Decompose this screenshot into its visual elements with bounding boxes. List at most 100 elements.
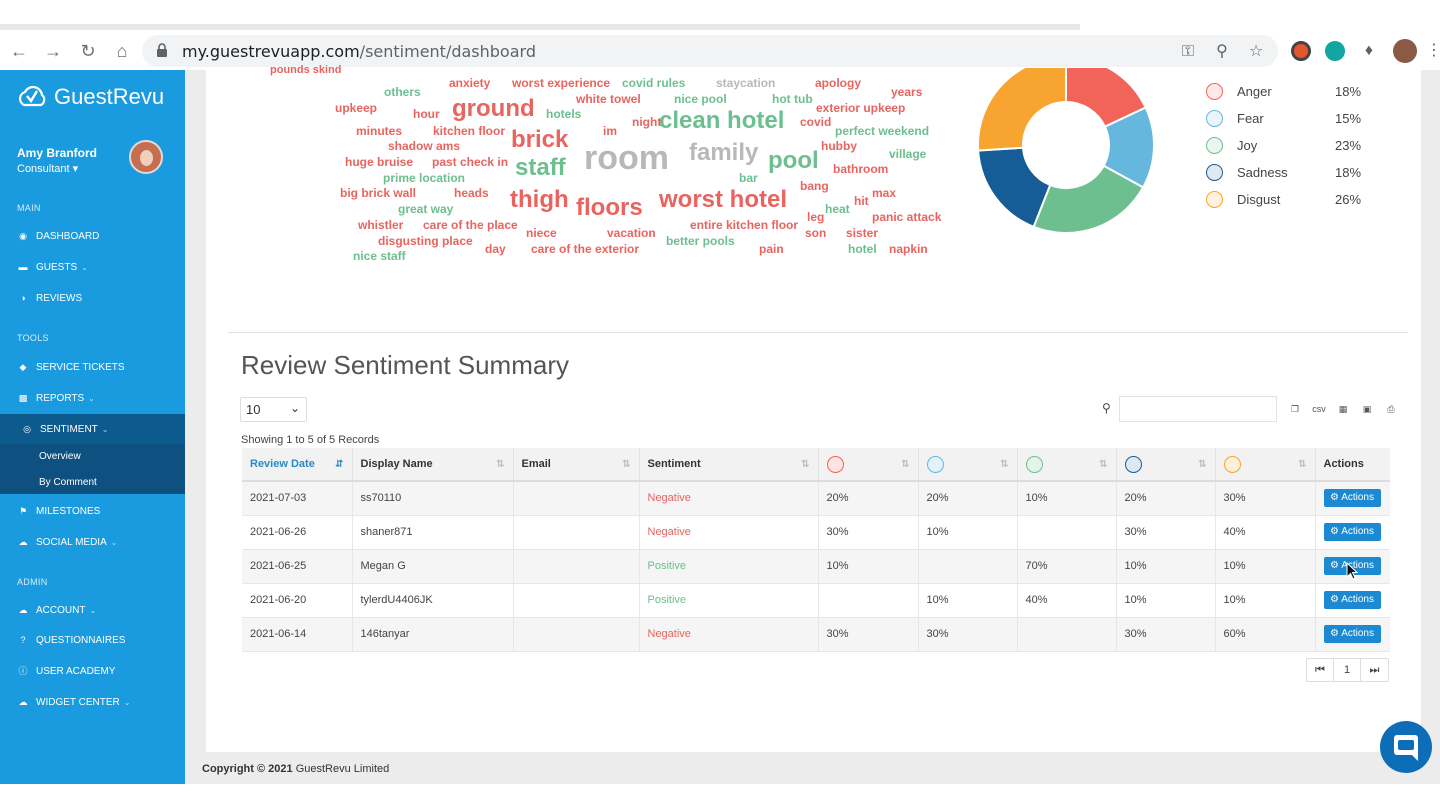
forward-arrow-icon[interactable]: → — [44, 41, 62, 61]
star-icon[interactable]: ☆ — [1248, 43, 1264, 60]
word-cloud-term[interactable]: staycation — [716, 76, 776, 90]
column-joy[interactable]: ⇅ — [1017, 448, 1117, 482]
word-cloud-term[interactable]: disgusting place — [378, 234, 473, 248]
sidebar-subitem-by-comment[interactable]: By Comment — [39, 477, 97, 488]
user-block[interactable]: Amy Branford Consultant ▾ — [17, 146, 97, 175]
sidebar-item-guests[interactable]: ▬ GUESTS ⌄ — [18, 261, 88, 273]
donut-slice-disgust[interactable] — [977, 68, 1067, 152]
word-cloud-term[interactable]: bang — [800, 179, 829, 193]
word-cloud-term[interactable]: family — [689, 139, 759, 166]
word-cloud-term[interactable]: staff — [515, 154, 566, 181]
brand-logo[interactable]: GuestRevu — [16, 80, 164, 114]
sidebar-item-milestones[interactable]: ⚑ MILESTONES — [18, 505, 101, 517]
reload-icon[interactable]: ↻ — [80, 41, 96, 61]
sidebar-item-service-tickets[interactable]: ◆ SERVICE TICKETS — [19, 361, 125, 373]
chat-widget-button[interactable] — [1380, 721, 1432, 773]
word-cloud-term[interactable]: leg — [807, 210, 825, 224]
excel-icon[interactable]: ▦ — [1338, 404, 1348, 414]
word-cloud-term[interactable]: nice pool — [674, 92, 727, 106]
word-cloud-term[interactable]: apology — [815, 76, 862, 90]
sidebar-item-account[interactable]: ☁ ACCOUNT ⌄ — [18, 604, 97, 616]
next-page-icon[interactable]: ⏭ — [1369, 664, 1380, 676]
actions-button[interactable]: ⚙ Actions — [1323, 523, 1381, 541]
avatar[interactable] — [129, 140, 163, 174]
word-cloud-term[interactable]: hour — [413, 107, 440, 121]
word-cloud-term[interactable]: better pools — [666, 234, 735, 248]
page-number-button[interactable]: 1 — [1334, 659, 1361, 681]
word-cloud-term[interactable]: kitchen floor — [433, 124, 506, 138]
donut-slice-joy[interactable] — [1032, 164, 1145, 233]
word-cloud-term[interactable]: minutes — [356, 124, 403, 138]
back-arrow-icon[interactable]: ← — [10, 41, 28, 61]
word-cloud-term[interactable]: vacation — [607, 226, 656, 240]
previous-page-icon[interactable]: ⏮ — [1307, 659, 1334, 681]
word-cloud-term[interactable]: past check in — [432, 155, 509, 169]
sidebar-subitem-overview[interactable]: Overview — [39, 451, 81, 462]
word-cloud-term[interactable]: heat — [825, 202, 850, 216]
word-cloud-term[interactable]: village — [889, 147, 927, 161]
word-cloud-term[interactable]: pounds skind — [270, 64, 342, 76]
word-cloud-term[interactable]: hotels — [546, 107, 582, 121]
puzzle-icon[interactable]: ♦ — [1364, 42, 1374, 59]
column-fear[interactable]: ⇅ — [918, 448, 1018, 482]
sidebar-item-reviews[interactable]: ◑ REVIEWS — [0, 285, 185, 311]
csv-button[interactable]: csv — [1312, 404, 1326, 414]
word-cloud-term[interactable]: son — [805, 226, 827, 240]
copy-icon[interactable]: ❐ — [1290, 404, 1300, 414]
word-cloud-term[interactable]: thigh — [510, 186, 569, 213]
column-disgust[interactable]: ⇅ — [1215, 448, 1316, 482]
word-cloud-term[interactable]: entire kitchen floor — [690, 218, 799, 232]
word-cloud-term[interactable]: sister — [846, 226, 879, 240]
word-cloud-term[interactable]: im — [603, 124, 618, 138]
sidebar-item-social-media[interactable]: ☁ SOCIAL MEDIA ⌄ — [18, 536, 118, 548]
word-cloud-term[interactable]: great way — [398, 202, 454, 216]
word-cloud-term[interactable]: shadow ams — [388, 139, 461, 153]
user-role[interactable]: Consultant ▾ — [17, 163, 79, 175]
column-email[interactable]: Email ⇅ — [513, 448, 640, 482]
menu-dots-icon[interactable]: ⋮ — [1426, 42, 1440, 59]
extension-icon[interactable] — [1325, 41, 1345, 61]
extension-icon[interactable] — [1291, 41, 1311, 61]
word-cloud-term[interactable]: hot tub — [772, 92, 813, 106]
word-cloud-term[interactable]: night — [632, 115, 662, 129]
word-cloud-term[interactable]: heads — [454, 186, 489, 200]
word-cloud-term[interactable]: anxiety — [449, 76, 491, 90]
column-sadness[interactable]: ⇅ — [1116, 448, 1216, 482]
key-icon[interactable]: ⚿ — [1181, 43, 1195, 60]
word-cloud-term[interactable]: nice staff — [353, 249, 406, 263]
word-cloud-term[interactable]: room — [584, 139, 669, 177]
word-cloud-term[interactable]: perfect weekend — [835, 124, 930, 138]
actions-button[interactable]: ⚙ Actions — [1323, 625, 1381, 643]
word-cloud-term[interactable]: brick — [511, 126, 569, 153]
zoom-icon[interactable]: ⚲ — [1216, 43, 1228, 60]
word-cloud-term[interactable]: worst hotel — [659, 186, 788, 213]
donut-slice-sadness[interactable] — [977, 146, 1052, 229]
word-cloud-term[interactable]: hotel — [848, 242, 877, 256]
word-cloud-term[interactable]: years — [891, 85, 923, 99]
word-cloud-term[interactable]: pain — [759, 242, 784, 256]
column-sentiment[interactable]: Sentiment ⇅ — [639, 448, 819, 482]
home-icon[interactable]: ⌂ — [116, 41, 128, 61]
sidebar-item-questionnaires[interactable]: ? QUESTIONNAIRES — [0, 627, 185, 653]
actions-button[interactable]: ⚙ Actions — [1323, 591, 1381, 609]
sidebar-item-user-academy[interactable]: ⓘ USER ACADEMY — [18, 665, 116, 677]
pdf-icon[interactable]: ▣ — [1362, 404, 1372, 414]
profile-avatar[interactable] — [1393, 39, 1417, 63]
actions-button[interactable]: ⚙ Actions — [1323, 557, 1381, 575]
word-cloud-term[interactable]: day — [485, 242, 506, 256]
word-cloud-term[interactable]: care of the place — [423, 218, 518, 232]
word-cloud-term[interactable]: care of the exterior — [531, 242, 640, 256]
word-cloud-term[interactable]: niece — [526, 226, 557, 240]
address-bar[interactable]: my.guestrevuapp.com/sentiment/dashboard … — [142, 35, 1278, 67]
word-cloud-term[interactable]: covid — [800, 115, 832, 129]
word-cloud-term[interactable]: upkeep — [335, 101, 378, 115]
word-cloud-term[interactable]: pool — [768, 147, 819, 174]
actions-button[interactable]: ⚙ Actions — [1323, 489, 1381, 508]
word-cloud-term[interactable]: hit — [854, 194, 869, 208]
column-review-date[interactable]: Review Date ⇵ — [242, 448, 353, 482]
sidebar-item-reports[interactable]: ▩ REPORTS ⌄ — [18, 392, 95, 404]
sidebar-item-widget-center[interactable]: ☁ WIDGET CENTER ⌄ — [18, 696, 131, 708]
word-cloud-term[interactable]: ground — [452, 95, 535, 122]
word-cloud-term[interactable]: whistler — [358, 218, 404, 232]
word-cloud-term[interactable]: bathroom — [833, 162, 889, 176]
